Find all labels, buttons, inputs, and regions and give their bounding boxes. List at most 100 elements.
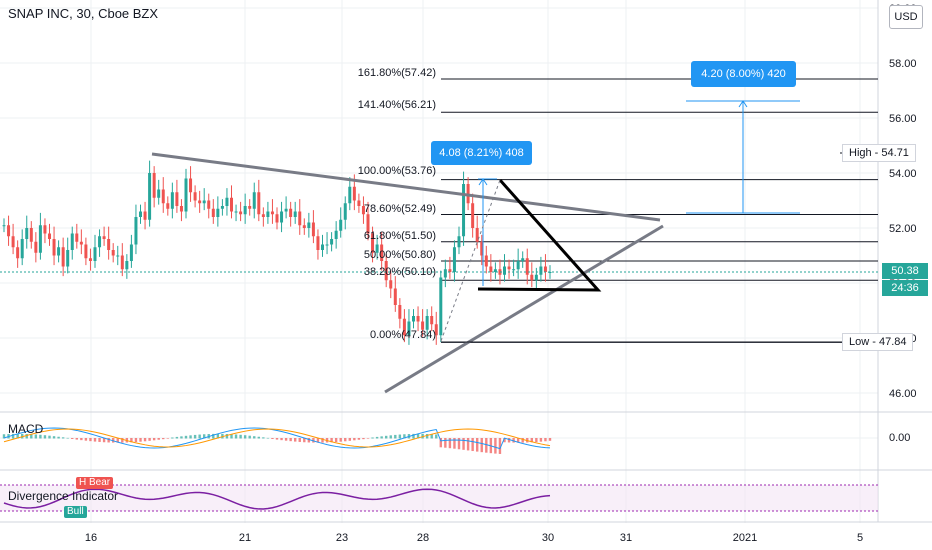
countdown-tag: 24:36 bbox=[882, 280, 928, 296]
time-axis-label: 30 bbox=[542, 532, 554, 544]
macd-bar bbox=[507, 438, 511, 443]
candle-body bbox=[384, 261, 388, 281]
macd-bar bbox=[298, 438, 301, 442]
candle-body bbox=[230, 197, 233, 212]
macd-bar bbox=[457, 438, 461, 450]
candle-body bbox=[7, 225, 11, 237]
candle-body bbox=[225, 197, 229, 206]
macd-bar bbox=[139, 438, 142, 442]
macd-bar bbox=[57, 436, 60, 439]
fib-label: 78.60%(52.49) bbox=[364, 203, 436, 215]
bull-tag: Bull bbox=[64, 506, 87, 518]
fibonacci-labels: 0.00%(47.84) 38.20%(50.10) 50.00%(50.80) 61… bbox=[358, 67, 436, 341]
candle-body bbox=[512, 269, 516, 271]
triangle-pattern[interactable] bbox=[477, 179, 602, 292]
candle-body bbox=[471, 203, 475, 228]
candle-body bbox=[170, 192, 174, 209]
candle-body bbox=[489, 266, 493, 272]
candle-body bbox=[193, 192, 197, 201]
high-label: High - 54.71 bbox=[842, 144, 916, 162]
macd-bar bbox=[548, 438, 552, 441]
macd-bar bbox=[503, 438, 506, 443]
macd-bar bbox=[425, 433, 429, 439]
macd-bar bbox=[498, 438, 502, 454]
candle-body bbox=[161, 189, 165, 204]
macd-bar bbox=[184, 435, 188, 439]
candle-body bbox=[34, 241, 38, 253]
fib-label: 50.00%(50.80) bbox=[364, 249, 436, 261]
macd-bar bbox=[143, 438, 147, 442]
macd-signal-line bbox=[3, 428, 551, 448]
candle-body bbox=[111, 250, 115, 256]
candle-body bbox=[371, 233, 375, 253]
macd-bar bbox=[171, 437, 174, 439]
macd-bar bbox=[253, 436, 256, 439]
macd-bar bbox=[25, 433, 28, 439]
macd-bar bbox=[166, 438, 169, 439]
candle-body bbox=[202, 200, 206, 204]
trend-lines[interactable] bbox=[151, 152, 664, 394]
macd-bar bbox=[375, 436, 379, 439]
price-axis-label: 58.00 bbox=[889, 58, 917, 70]
candle-body bbox=[430, 316, 434, 325]
candle-body bbox=[70, 233, 74, 250]
bear-tag: H Bear bbox=[76, 477, 114, 489]
macd-bar bbox=[80, 438, 83, 441]
lower-trendline bbox=[384, 224, 664, 394]
price-axis-label: 46.00 bbox=[889, 388, 917, 400]
candle-body bbox=[252, 192, 256, 209]
candle-body bbox=[375, 244, 379, 253]
candle-body bbox=[98, 236, 102, 248]
candle-body bbox=[498, 269, 502, 275]
candle-body bbox=[184, 178, 188, 212]
currency-button[interactable]: USD bbox=[889, 5, 923, 29]
candle-body bbox=[425, 316, 429, 330]
macd-bar bbox=[480, 438, 483, 453]
macd-bar bbox=[466, 438, 470, 451]
candle-body bbox=[11, 236, 15, 248]
macd-bar bbox=[307, 438, 311, 443]
macd-bar bbox=[203, 434, 206, 439]
macd-bar bbox=[521, 438, 524, 443]
macd-bar bbox=[357, 438, 361, 440]
candle-body bbox=[339, 219, 343, 231]
candle-body bbox=[275, 214, 279, 223]
candle-body bbox=[243, 206, 247, 215]
candle-body bbox=[157, 189, 161, 198]
macd-bar bbox=[284, 438, 288, 441]
macd-bar bbox=[71, 438, 74, 439]
measure-arrows[interactable] bbox=[478, 100, 800, 286]
macd-bar bbox=[485, 438, 488, 453]
macd-bar bbox=[130, 438, 133, 443]
macd-bar bbox=[444, 438, 447, 448]
macd-bar bbox=[303, 438, 306, 443]
macd-bar bbox=[394, 434, 397, 439]
measure2-tooltip: 4.20 (8.00%) 420 bbox=[691, 61, 796, 87]
last-price-tag: 50.38 bbox=[882, 263, 928, 279]
candle-body bbox=[2, 225, 6, 227]
macd-bar bbox=[471, 438, 474, 452]
candle-body bbox=[507, 266, 511, 270]
time-axis: 16 21 23 28 30 31 2021 5 bbox=[85, 532, 863, 544]
candle-body bbox=[325, 244, 329, 246]
candle-body bbox=[25, 228, 29, 239]
macd-bar bbox=[353, 438, 356, 441]
candle-body bbox=[280, 211, 284, 223]
fib-label: 61.80%(51.50) bbox=[364, 230, 436, 242]
macd-bar bbox=[52, 436, 56, 439]
candle-body bbox=[452, 247, 456, 272]
candle-body bbox=[16, 247, 20, 259]
candle-body bbox=[102, 236, 106, 239]
macd-bar bbox=[107, 438, 110, 443]
candle-body bbox=[284, 208, 288, 212]
candle-body bbox=[234, 211, 238, 213]
macd-bar bbox=[121, 438, 124, 443]
macd-bar bbox=[175, 436, 179, 439]
macd-bar bbox=[289, 438, 292, 442]
macd-bar bbox=[530, 438, 533, 443]
price-axis-label: 54.00 bbox=[889, 168, 917, 180]
candle-body bbox=[148, 173, 152, 220]
time-axis-label: 16 bbox=[85, 532, 97, 544]
candle-body bbox=[380, 244, 384, 261]
